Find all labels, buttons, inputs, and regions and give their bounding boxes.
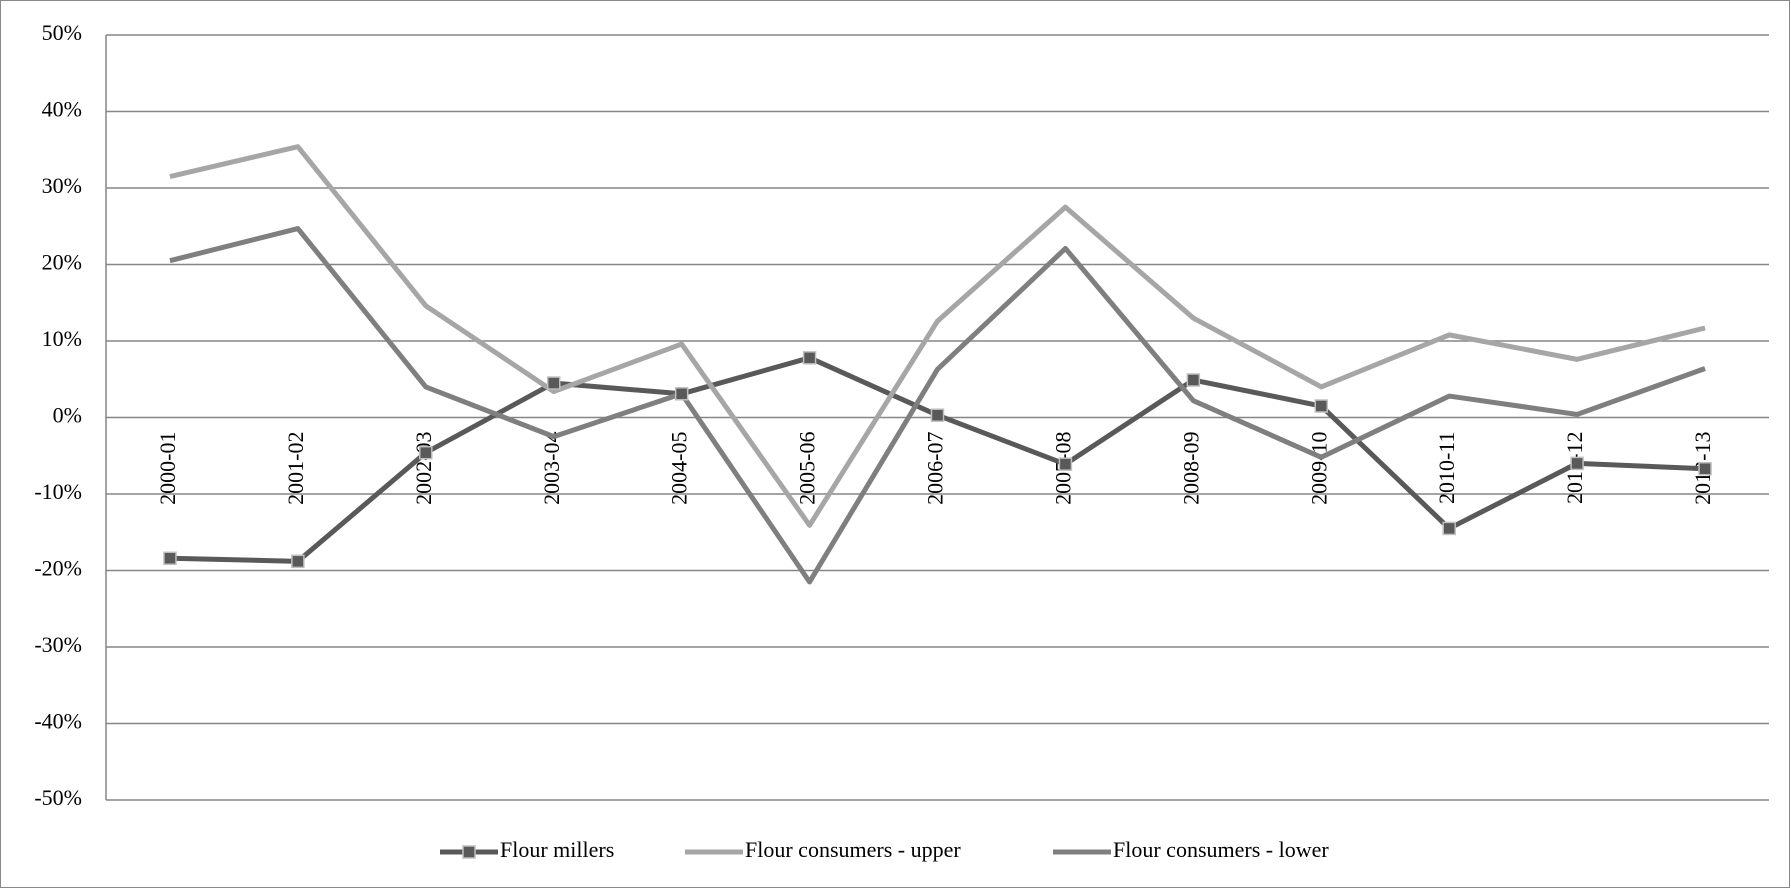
- legend-marker: [462, 845, 476, 859]
- marker: [802, 351, 817, 365]
- x-tick-label: 2005-06: [795, 432, 820, 505]
- marker: [1570, 456, 1584, 471]
- y-tick-label: 40%: [42, 97, 82, 122]
- legend-label: Flour consumers - lower: [1113, 837, 1329, 862]
- marker: [419, 445, 433, 460]
- y-tick-label: 0%: [53, 403, 82, 428]
- x-tick-label: 2006-07: [923, 432, 948, 505]
- y-tick-label: -40%: [34, 709, 82, 734]
- y-tick-label: 10%: [42, 326, 82, 351]
- legend-label: Flour millers: [500, 837, 614, 862]
- x-tick-label: 2010-11: [1434, 432, 1459, 505]
- marker: [674, 387, 689, 401]
- y-tick-label: -30%: [34, 632, 82, 657]
- x-tick-label: 2009-10: [1306, 432, 1331, 505]
- legend-label: Flour consumers - upper: [745, 837, 961, 862]
- marker: [163, 551, 177, 566]
- y-tick-label: -50%: [34, 785, 82, 810]
- x-tick-label: 2000-01: [155, 432, 180, 505]
- x-tick-label: 2008-09: [1178, 432, 1203, 505]
- marker: [1698, 462, 1712, 476]
- marker: [1186, 373, 1201, 387]
- marker: [930, 408, 945, 422]
- marker: [546, 376, 561, 390]
- y-tick-label: 50%: [42, 20, 82, 45]
- marker: [1442, 521, 1456, 536]
- x-tick-label: 2001-02: [283, 432, 308, 505]
- x-tick-label: 2002-03: [411, 432, 436, 505]
- y-tick-label: -20%: [34, 556, 82, 581]
- x-tick-label: 2003-04: [539, 432, 564, 505]
- y-tick-label: 20%: [42, 250, 82, 275]
- marker: [291, 554, 305, 569]
- y-tick-label: -10%: [34, 479, 82, 504]
- marker: [1314, 399, 1329, 413]
- series-line: [169, 226, 1706, 585]
- marker: [1058, 457, 1073, 471]
- y-tick-label: 30%: [42, 173, 82, 198]
- series-line: [169, 144, 1706, 528]
- x-tick-label: 2004-05: [667, 432, 692, 505]
